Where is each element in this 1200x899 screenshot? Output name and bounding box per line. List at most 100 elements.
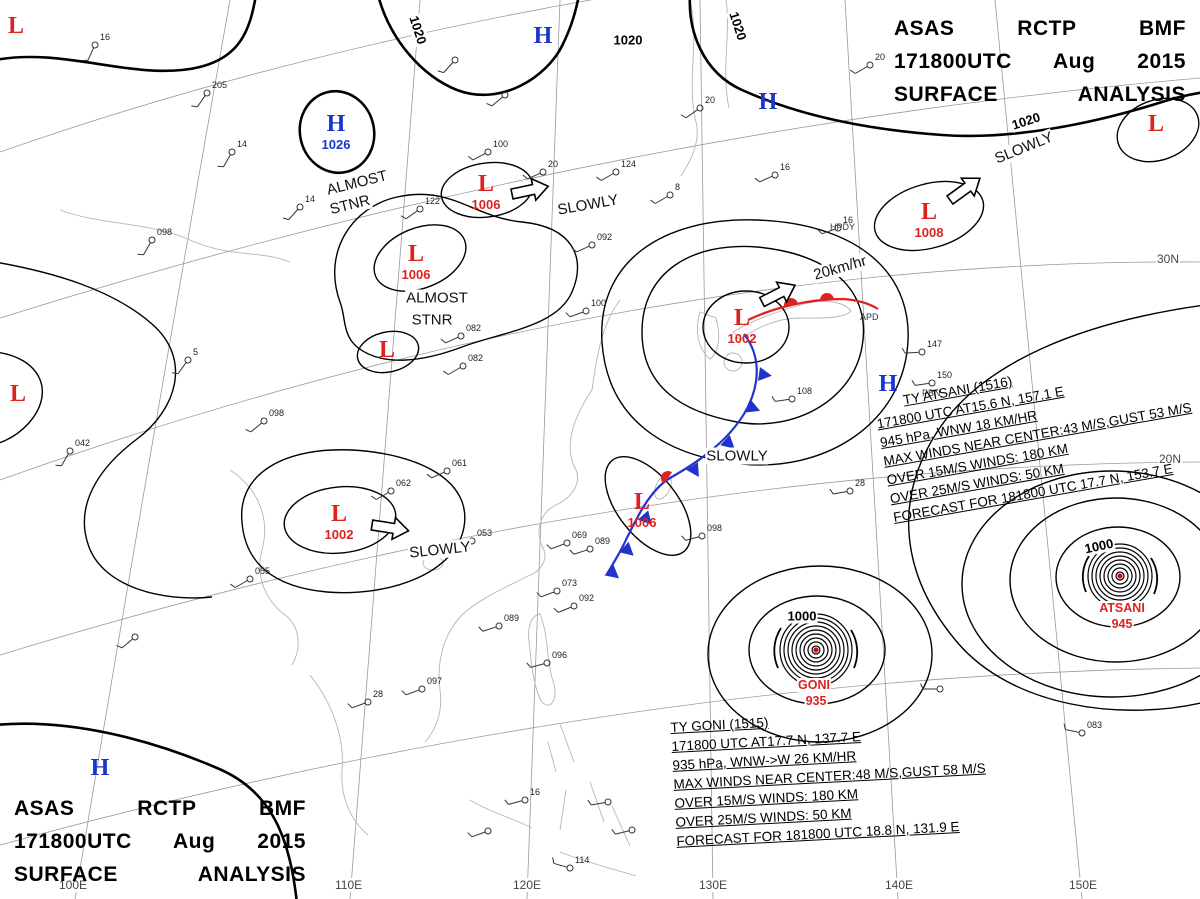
arrow-icon — [370, 515, 410, 541]
station-value: 108 — [797, 386, 812, 396]
station-plot: 100 — [467, 139, 508, 161]
station-plot: 20 — [522, 159, 558, 180]
pressure-letter: L — [920, 199, 938, 225]
pressure-letter: L — [733, 305, 751, 331]
pressure-letter: L — [477, 171, 495, 197]
pressure-value: 1006 — [471, 197, 501, 212]
typhoon-info-goni: TY GONI (1515) 171800 UTC AT17.7 N, 137.… — [670, 702, 989, 851]
typhoon-name-label: ATSANI — [1098, 601, 1146, 615]
longitude-label: 150E — [1068, 878, 1099, 892]
pressure-center-l: L — [379, 338, 395, 362]
station-plot: 061 — [426, 458, 467, 479]
pressure-center-h: H 1026 — [322, 112, 351, 151]
station-plot: 098 — [681, 523, 722, 541]
pressure-letter: H — [878, 371, 898, 397]
pressure-letter: H — [90, 755, 110, 781]
station-plot: 100 — [565, 298, 606, 318]
station-value: 147 — [927, 339, 942, 349]
station-value: 100 — [591, 298, 606, 308]
station-value: 098 — [269, 408, 284, 418]
longitude-label: 140E — [884, 878, 915, 892]
station-value: 100 — [493, 139, 508, 149]
station-plot: 16 — [504, 787, 540, 805]
station-id-label: HPDY — [830, 222, 856, 232]
station-value: 089 — [504, 613, 519, 623]
station-value: 061 — [452, 458, 467, 468]
station-value: 092 — [579, 593, 594, 603]
station-value: 150 — [937, 370, 952, 380]
pressure-value: 1026 — [321, 137, 351, 152]
longitude-label: 100E — [58, 878, 89, 892]
station-plot: 14 — [217, 139, 247, 168]
pressure-center-h: H — [879, 372, 898, 396]
station-value: 073 — [562, 578, 577, 588]
station-plot — [467, 827, 492, 838]
station-plot — [486, 91, 509, 107]
movement-label: STNR — [410, 311, 454, 329]
station-value: 098 — [157, 227, 172, 237]
pressure-center-h: H — [759, 90, 778, 114]
typhoon-name-label: 945 — [1110, 617, 1134, 631]
station-value: 14 — [237, 139, 247, 149]
station-plot: 097 — [401, 676, 442, 696]
chart-type: SURFACE ANALYSIS — [14, 863, 306, 886]
station-plot: 124 — [596, 159, 636, 181]
station-value: 097 — [427, 676, 442, 686]
station-plot — [116, 633, 139, 649]
station-value: 114 — [575, 855, 589, 865]
pressure-center-l: L 1008 — [915, 200, 944, 239]
longitude-label: 130E — [698, 878, 729, 892]
station-value: 092 — [597, 232, 612, 242]
station-value: 089 — [595, 536, 610, 546]
pressure-letter: H — [758, 89, 778, 115]
station-plot: 16 — [81, 32, 110, 61]
pressure-letter: L — [7, 13, 25, 39]
station-value: 096 — [552, 650, 567, 660]
pressure-letter: L — [9, 381, 27, 407]
station-value: 16 — [530, 787, 540, 797]
product-name: ASAS RCTP BMF — [14, 797, 306, 820]
pressure-center-l: L 1002 — [325, 502, 354, 541]
station-plot: 205 — [191, 80, 227, 108]
station-value: 098 — [707, 523, 722, 533]
arrow-icon — [945, 177, 982, 206]
pressure-center-h: H — [91, 756, 110, 780]
station-value: 20 — [548, 159, 558, 169]
station-plot: 042 — [55, 438, 90, 467]
valid-time: 171800UTC Aug 2015 — [14, 830, 306, 853]
pressure-letter: H — [326, 111, 346, 137]
station-value: 062 — [396, 478, 411, 488]
station-value: 28 — [373, 689, 383, 699]
product-name: ASAS RCTP BMF — [894, 17, 1186, 40]
pressure-value: 1002 — [324, 527, 354, 542]
station-plot: 089 — [478, 613, 519, 632]
station-value: 082 — [466, 323, 481, 333]
station-plot: 092 — [571, 232, 612, 253]
station-value: 16 — [843, 215, 853, 225]
movement-label: 20km/hr — [810, 252, 870, 284]
station-plot: 122 — [400, 196, 440, 220]
station-value: 16 — [780, 162, 790, 172]
chart-type: SURFACE ANALYSIS — [894, 83, 1186, 106]
pressure-center-h: H — [534, 24, 553, 48]
station-value: 20 — [875, 52, 885, 62]
station-plot — [611, 826, 636, 835]
station-plot: 14 — [282, 194, 315, 221]
isobar-label: 1000 — [1082, 535, 1116, 557]
station-plot — [587, 798, 612, 806]
station-value: 28 — [855, 478, 865, 488]
pressure-value: 1002 — [727, 331, 757, 346]
pressure-value: 1008 — [914, 225, 944, 240]
pressure-center-l: L — [1148, 112, 1164, 136]
station-plot: 114 — [552, 855, 589, 872]
isobar-label: 1000 — [786, 608, 818, 624]
isobars-thin — [0, 97, 1200, 743]
movement-label: SLOWLY — [991, 128, 1057, 168]
station-value: 124 — [621, 159, 636, 169]
station-plot: 098 — [137, 227, 172, 256]
pressure-center-l: L 1006 — [472, 172, 501, 211]
station-plot: 5 — [172, 347, 198, 375]
movement-label: ALMOST — [405, 289, 469, 307]
